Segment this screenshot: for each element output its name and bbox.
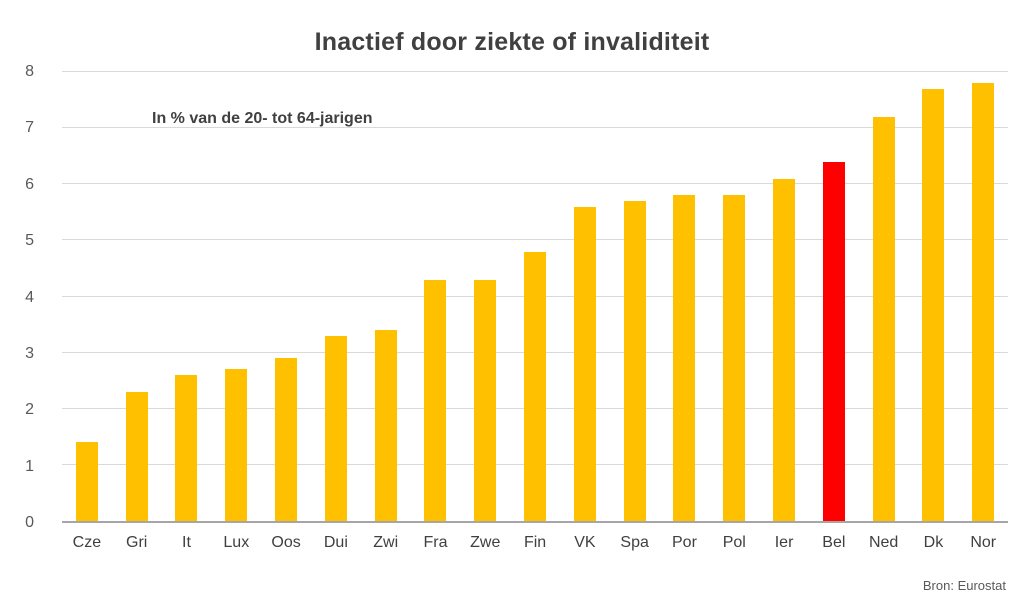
x-tick-label: Zwe <box>470 534 501 551</box>
y-tick-label: 0 <box>25 514 34 531</box>
bar-zwi <box>374 330 397 521</box>
y-tick-label: 8 <box>25 63 34 80</box>
x-tick-label: Nor <box>970 534 997 551</box>
bar-ier <box>773 178 796 521</box>
x-tick-label: VK <box>574 534 596 551</box>
bar-pol <box>723 195 746 521</box>
bar-slot <box>958 72 1008 521</box>
bar-por <box>673 195 696 521</box>
y-tick-label: 4 <box>25 288 34 306</box>
bar-slot <box>211 72 261 521</box>
bar-vk <box>573 206 596 521</box>
chart-title: Inactief door ziekte of invaliditeit <box>314 28 710 56</box>
y-tick-label: 3 <box>25 344 34 362</box>
gridline <box>62 127 1008 129</box>
y-tick-label: 1 <box>25 457 34 475</box>
bar-slot <box>709 72 759 521</box>
x-axis-labels: Cze Gri It Lux Oos Dui Zwi Fra Zwe Fin VK Spa Por Pol… <box>62 534 1008 558</box>
bar-slot <box>660 72 710 521</box>
y-tick-label: 6 <box>25 175 34 193</box>
bar-fin <box>524 251 547 521</box>
bar-nor <box>972 83 995 521</box>
y-tick-label: 2 <box>25 401 34 419</box>
x-tick-label: Bel <box>822 534 846 551</box>
bar-oos <box>275 358 298 521</box>
bar-gri <box>125 391 148 521</box>
bar-dui <box>324 335 347 521</box>
x-tick-label: Lux <box>223 534 250 551</box>
plot-area <box>62 71 1008 523</box>
gridline <box>62 183 1008 185</box>
bar-fra <box>424 279 447 521</box>
bar-slot <box>361 72 411 521</box>
x-tick-label: Oos <box>271 534 301 551</box>
bar-slot <box>112 72 162 521</box>
bar-spa <box>623 201 646 521</box>
x-tick-label: Ned <box>868 534 899 551</box>
gridline <box>62 239 1008 241</box>
bar-slot <box>261 72 311 521</box>
x-tick-label: It <box>182 534 191 551</box>
bar-bel <box>822 161 845 521</box>
x-tick-label: Gri <box>126 534 148 551</box>
bar-it <box>175 375 198 521</box>
x-tick-label: Pol <box>722 534 746 551</box>
x-tick-label: Zwi <box>373 534 399 551</box>
bar-slot <box>411 72 461 521</box>
gridline <box>62 71 1008 72</box>
bar-dk <box>922 88 945 521</box>
x-tick-label: Fin <box>523 534 547 551</box>
bar-ned <box>872 116 895 521</box>
y-tick-label: 5 <box>25 232 34 250</box>
bar-slot <box>909 72 959 521</box>
bar-slot <box>62 72 112 521</box>
bar-lux <box>225 369 248 521</box>
x-tick-label: Cze <box>72 534 102 551</box>
bar-zwe <box>474 279 497 521</box>
bar-cze <box>75 442 98 521</box>
bar-slot <box>560 72 610 521</box>
x-tick-label: Dui <box>323 534 348 551</box>
x-tick-label: Spa <box>620 534 649 551</box>
bar-slot <box>809 72 859 521</box>
x-tick-label: Por <box>672 534 697 551</box>
x-tick-label: Dk <box>923 534 944 551</box>
bar-slot <box>460 72 510 521</box>
chart-source: Bron: Eurostat <box>922 578 1006 593</box>
x-tick-label: Ier <box>774 534 794 551</box>
y-axis-labels: 0 1 2 3 4 5 6 7 8 <box>0 64 50 531</box>
bar-slot <box>510 72 560 521</box>
bar-slot <box>311 72 361 521</box>
bar-slot <box>759 72 809 521</box>
chart-subtitle: In % van de 20- tot 64-jarigen <box>152 110 373 127</box>
x-tick-label: Fra <box>423 534 448 551</box>
bars <box>62 72 1008 521</box>
bar-slot <box>610 72 660 521</box>
bar-slot <box>859 72 909 521</box>
y-tick-label: 7 <box>25 119 34 137</box>
bar-slot <box>162 72 212 521</box>
